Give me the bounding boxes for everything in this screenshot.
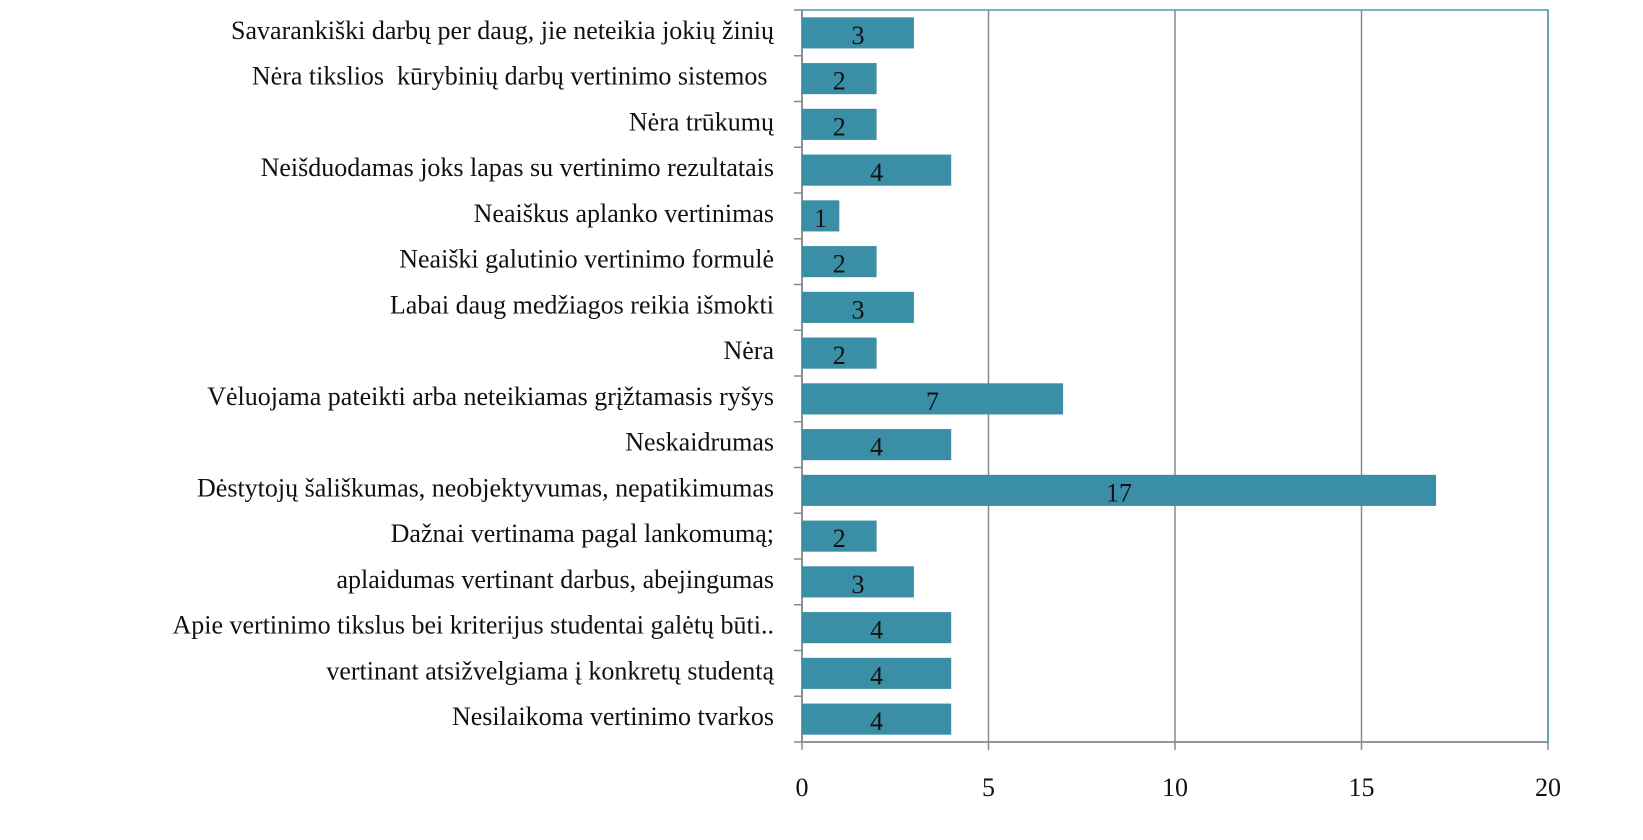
y-tick-label: Apie vertinimo tikslus bei kriterijus st… (172, 611, 774, 640)
x-tick-label: 15 (1349, 773, 1375, 802)
data-label: 2 (833, 341, 846, 370)
data-label: 2 (833, 112, 846, 141)
x-tick-label: 10 (1162, 773, 1188, 802)
y-tick-label: Labai daug medžiagos reikia išmokti (390, 290, 774, 319)
data-label: 7 (926, 387, 939, 416)
data-label: 2 (833, 67, 846, 96)
bar (802, 383, 1064, 415)
y-tick-label: Nėra trūkumų (629, 107, 775, 136)
bar (802, 612, 952, 644)
data-label: 4 (870, 433, 883, 462)
bar (802, 520, 877, 552)
x-tick-label: 5 (982, 773, 995, 802)
bar (802, 17, 914, 49)
data-label: 3 (851, 295, 864, 324)
y-tick-label: Neaiškus aplanko vertinimas (474, 199, 774, 228)
y-tick-label: Dažnai vertinama pagal lankomumą; (391, 519, 774, 548)
data-label: 3 (851, 21, 864, 50)
x-tick-label: 20 (1535, 773, 1561, 802)
bar (802, 63, 877, 95)
y-tick-label: Dėstytojų šališkumas, neobjektyvumas, ne… (197, 473, 774, 502)
data-label: 3 (851, 570, 864, 599)
data-label: 2 (833, 250, 846, 279)
y-tick-label: Nėra tikslios kūrybinių darbų vertinimo … (252, 62, 774, 91)
y-tick-label: Neskaidrumas (625, 428, 774, 457)
bar (802, 291, 914, 323)
bar (802, 108, 877, 140)
y-tick-label: Savarankiški darbų per daug, jie neteiki… (231, 16, 775, 45)
bar (802, 566, 914, 598)
y-tick-label: vertinant atsižvelgiama į konkretų stude… (326, 656, 774, 685)
bar (802, 657, 952, 689)
y-tick-label: Neišduodamas joks lapas su vertinimo rez… (261, 153, 774, 182)
data-label: 2 (833, 524, 846, 553)
bar (802, 246, 877, 278)
y-tick-label: Neaiški galutinio vertinimo formulė (399, 245, 774, 274)
y-tick-label: Nesilaikoma vertinimo tvarkos (452, 702, 774, 731)
y-tick-label: Nėra (723, 336, 774, 365)
bar (802, 474, 1437, 506)
bar (802, 200, 840, 232)
bar (802, 429, 952, 461)
bar (802, 337, 877, 369)
data-label: 4 (870, 707, 883, 736)
data-label: 4 (870, 158, 883, 187)
y-tick-label: aplaidumas vertinant darbus, abejingumas (336, 565, 774, 594)
x-tick-label: 0 (796, 773, 809, 802)
data-label: 4 (870, 661, 883, 690)
bar (802, 703, 952, 735)
data-label: 1 (814, 204, 827, 233)
data-label: 4 (870, 616, 883, 645)
y-tick-label: Vėluojama pateikti arba neteikiamas grįž… (207, 382, 774, 411)
bar (802, 154, 952, 186)
data-label: 17 (1106, 478, 1132, 507)
